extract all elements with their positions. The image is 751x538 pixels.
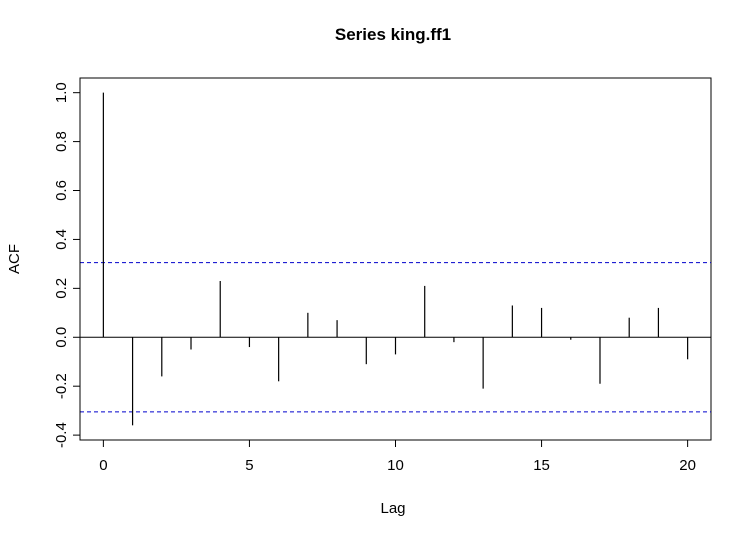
y-tick-label: -0.4 bbox=[53, 422, 70, 448]
y-tick-label: 0.4 bbox=[53, 229, 70, 250]
x-axis: 0 5 10 15 20 bbox=[99, 439, 696, 474]
y-tick-label: 0.0 bbox=[53, 327, 70, 348]
y-axis-label: ACF bbox=[6, 244, 23, 274]
y-tick-label: 0.6 bbox=[53, 180, 70, 201]
plot-frame bbox=[79, 77, 712, 441]
x-tick-label: 10 bbox=[387, 457, 404, 474]
y-tick-label: 0.2 bbox=[53, 278, 70, 299]
x-tick-label: 0 bbox=[99, 457, 107, 474]
x-tick-label: 5 bbox=[245, 457, 253, 474]
y-tick-label: -0.2 bbox=[53, 373, 70, 399]
chart-title: Series king.ff1 bbox=[335, 25, 451, 44]
x-tick-label: 15 bbox=[533, 457, 550, 474]
x-axis-label: Lag bbox=[380, 500, 405, 517]
x-tick-label: 20 bbox=[679, 457, 696, 474]
confidence-bounds bbox=[80, 262, 711, 413]
y-tick-label: 0.8 bbox=[53, 131, 70, 152]
y-tick-label: 1.0 bbox=[53, 82, 70, 103]
acf-bars bbox=[102, 92, 689, 426]
y-axis: -0.4 -0.2 0.0 0.2 0.4 0.6 0.8 1.0 bbox=[53, 82, 81, 448]
